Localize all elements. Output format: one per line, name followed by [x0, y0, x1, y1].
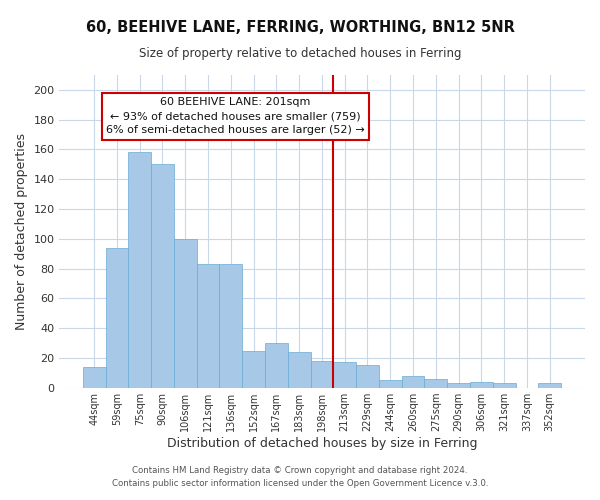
Text: 60 BEEHIVE LANE: 201sqm
← 93% of detached houses are smaller (759)
6% of semi-de: 60 BEEHIVE LANE: 201sqm ← 93% of detache…: [106, 98, 365, 136]
Y-axis label: Number of detached properties: Number of detached properties: [15, 133, 28, 330]
Bar: [197, 264, 220, 388]
Bar: [311, 361, 334, 388]
Bar: [128, 152, 151, 388]
Text: 60, BEEHIVE LANE, FERRING, WORTHING, BN12 5NR: 60, BEEHIVE LANE, FERRING, WORTHING, BN1…: [86, 20, 514, 35]
Bar: [356, 366, 379, 388]
Bar: [174, 239, 197, 388]
Bar: [242, 350, 265, 388]
Text: Size of property relative to detached houses in Ferring: Size of property relative to detached ho…: [139, 48, 461, 60]
Bar: [424, 379, 447, 388]
Bar: [288, 352, 311, 388]
Bar: [401, 376, 424, 388]
Bar: [379, 380, 401, 388]
Bar: [106, 248, 128, 388]
X-axis label: Distribution of detached houses by size in Ferring: Distribution of detached houses by size …: [167, 437, 477, 450]
Bar: [220, 264, 242, 388]
Bar: [470, 382, 493, 388]
Bar: [334, 362, 356, 388]
Bar: [83, 367, 106, 388]
Text: Contains HM Land Registry data © Crown copyright and database right 2024.
Contai: Contains HM Land Registry data © Crown c…: [112, 466, 488, 487]
Bar: [538, 384, 561, 388]
Bar: [447, 384, 470, 388]
Bar: [265, 343, 288, 388]
Bar: [493, 384, 515, 388]
Bar: [151, 164, 174, 388]
